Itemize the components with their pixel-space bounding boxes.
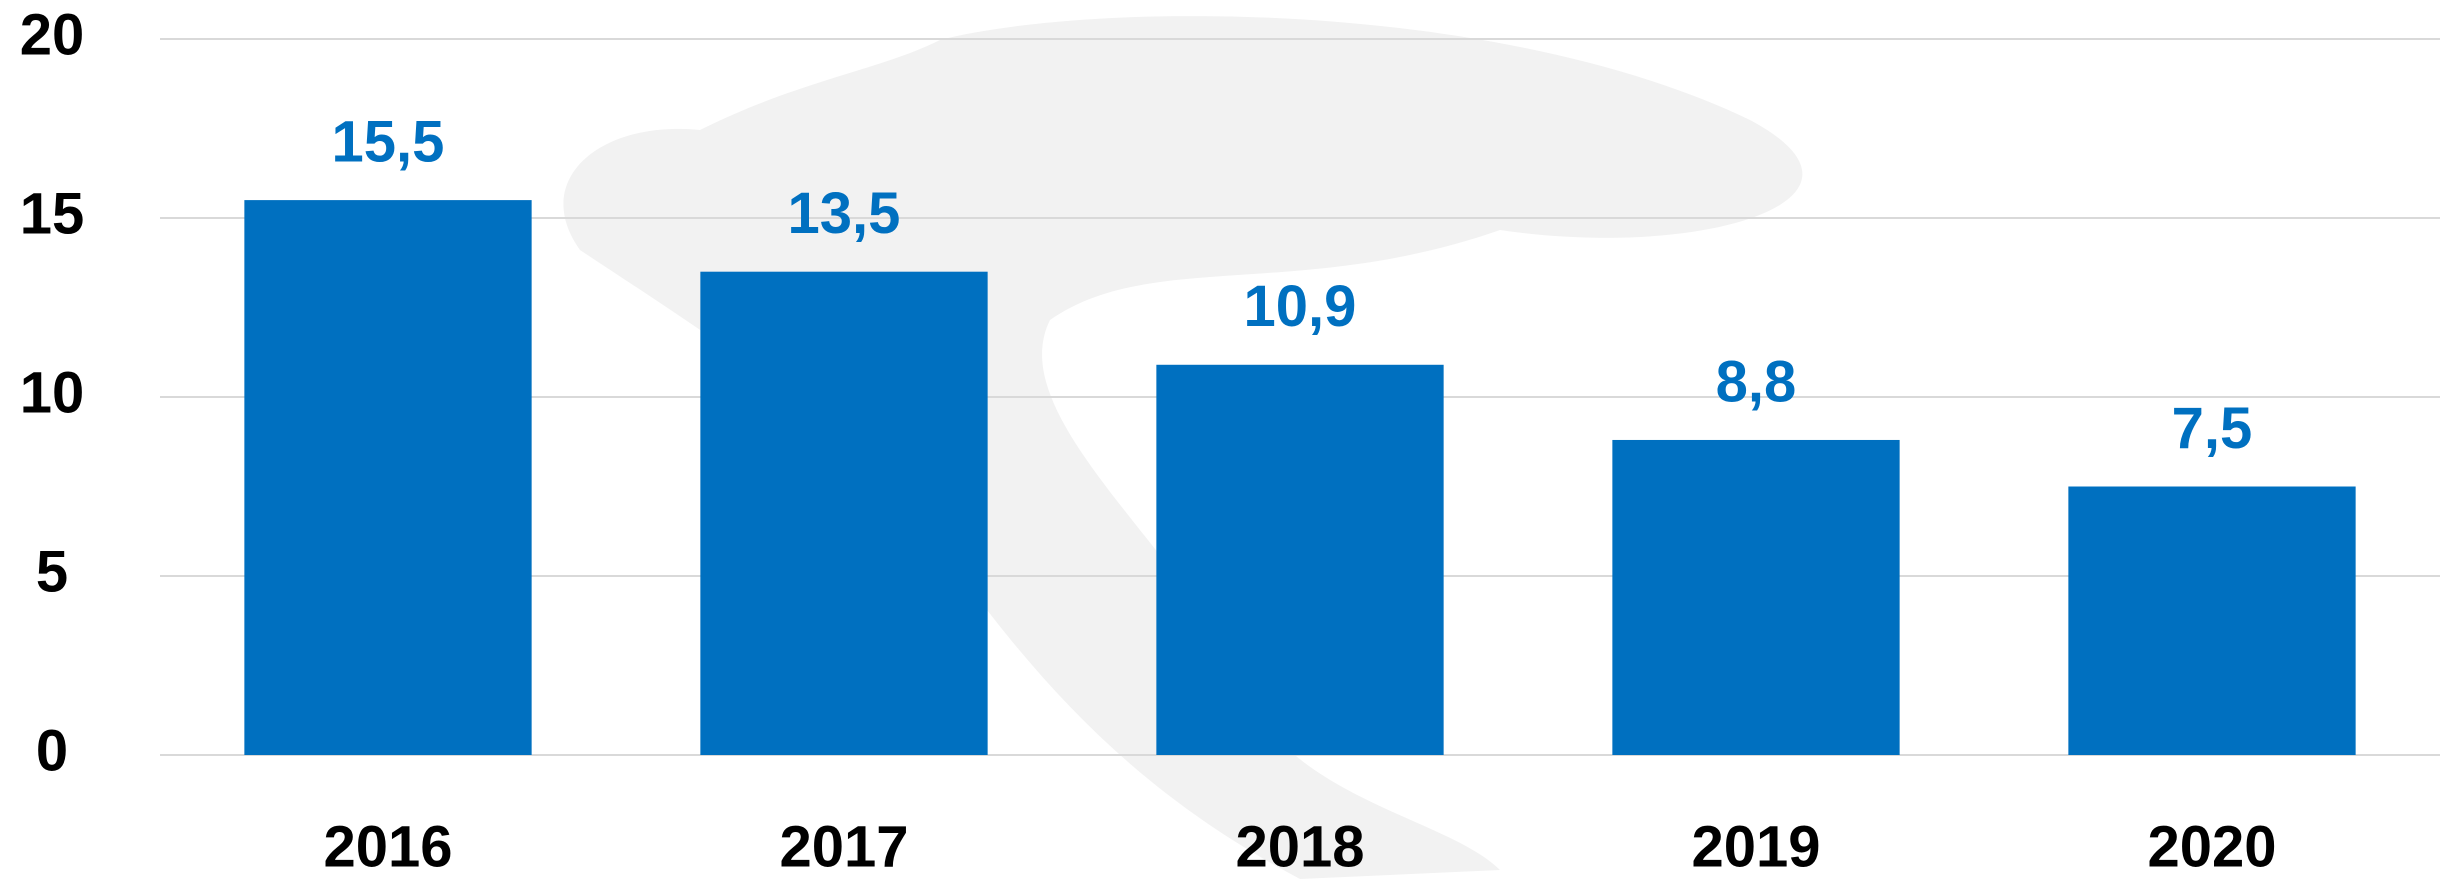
x-tick-label: 2016 — [323, 814, 452, 879]
data-label: 13,5 — [788, 181, 901, 246]
background-map — [563, 16, 1803, 879]
y-tick-label: 0 — [36, 718, 68, 783]
x-tick-label: 2017 — [779, 814, 908, 879]
y-tick-label: 20 — [20, 2, 85, 67]
bar — [1612, 439, 1900, 755]
data-label: 15,5 — [332, 109, 445, 174]
x-tick-label: 2020 — [2147, 814, 2276, 879]
data-label: 10,9 — [1244, 274, 1357, 339]
x-tick-label: 2019 — [1691, 814, 1820, 879]
y-tick-label: 5 — [36, 539, 68, 604]
bar — [2068, 486, 2356, 755]
data-label: 7,5 — [2172, 396, 2253, 461]
y-tick-label: 10 — [20, 360, 85, 425]
data-label: 8,8 — [1716, 349, 1797, 414]
bar — [700, 271, 988, 755]
y-tick-label: 15 — [20, 181, 85, 246]
bar — [244, 200, 532, 756]
bar — [1156, 364, 1444, 755]
x-tick-label: 2018 — [1235, 814, 1364, 879]
